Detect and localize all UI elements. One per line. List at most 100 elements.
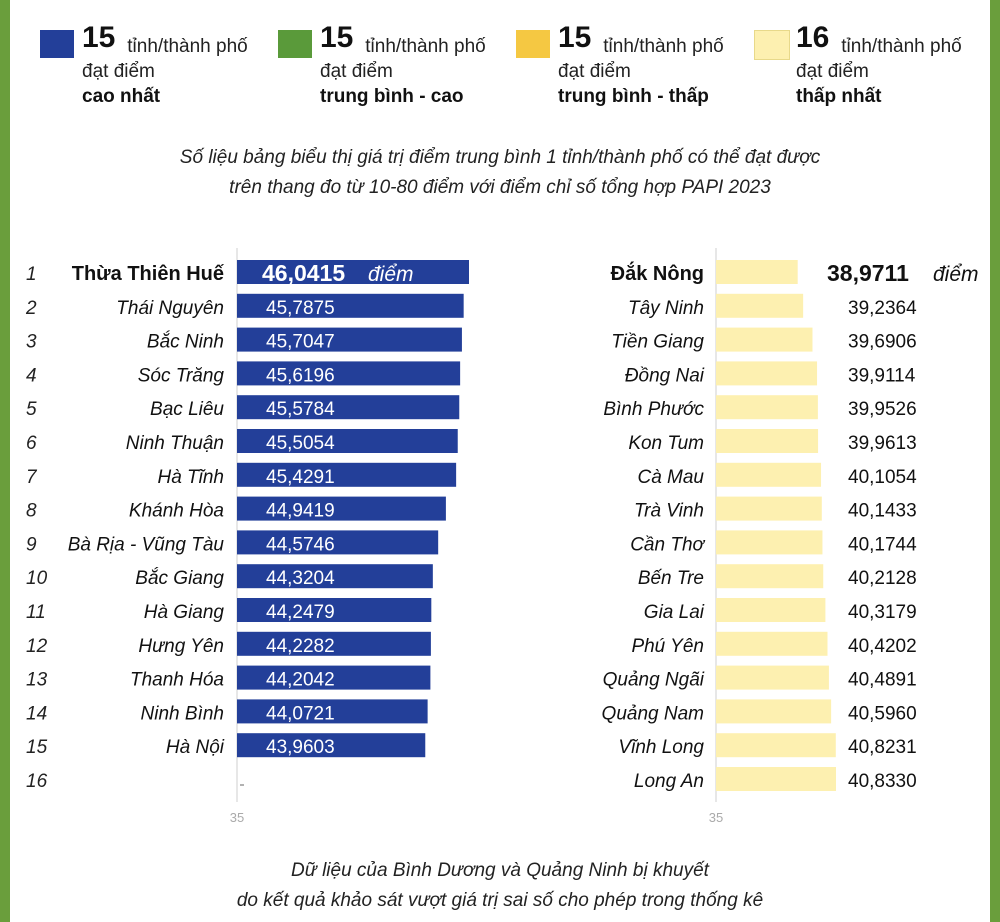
rank-label: 15 xyxy=(26,737,48,758)
chart-note: Số liệu bảng biểu thị giá trị điểm trung… xyxy=(10,143,990,203)
legend-count: 15 xyxy=(558,21,592,54)
value-label-left: 44,2042 xyxy=(266,670,335,691)
legend-text-mid-low: 15 tỉnh/thành phố đạt điểm trung bình - … xyxy=(558,23,758,109)
category-label-left: Hà Nội xyxy=(166,737,225,758)
rank-label: 10 xyxy=(26,568,48,589)
bar-right xyxy=(716,699,832,724)
value-label-right: 40,8330 xyxy=(848,771,917,792)
right-axis-tick-label: 35 xyxy=(709,810,723,825)
value-label-right: 40,1744 xyxy=(848,534,917,555)
value-label-right: 39,9114 xyxy=(848,365,916,386)
legend-text-lowest: 16 tỉnh/thành phố đạt điểm thấp nhất xyxy=(796,23,996,109)
category-label-right: Vĩnh Long xyxy=(618,737,704,758)
legend-line2: đạt điểm xyxy=(558,61,631,82)
bar-right xyxy=(716,665,829,690)
bar-right xyxy=(716,564,824,589)
bar-right xyxy=(716,598,826,622)
rank-label: 7 xyxy=(26,467,38,488)
bar-left xyxy=(237,293,464,318)
value-label-left: 46,0415 xyxy=(262,260,345,286)
legend-unit: tỉnh/thành phố xyxy=(365,36,486,57)
category-label-right: Long An xyxy=(634,771,704,792)
category-label-left: Ninh Thuận xyxy=(126,433,224,454)
category-label-right: Bến Tre xyxy=(638,568,704,589)
category-label-left: Bắc Ninh xyxy=(147,332,224,353)
legend-category: trung bình - thấp xyxy=(558,86,709,107)
bar-left xyxy=(237,665,431,690)
bar-right xyxy=(716,327,813,352)
rank-label: 6 xyxy=(26,433,37,454)
legend-line2: đạt điểm xyxy=(320,61,393,82)
value-label-left: 45,5784 xyxy=(266,399,335,420)
category-label-left: Bắc Giang xyxy=(135,568,224,589)
chart-note-line1: Số liệu bảng biểu thị giá trị điểm trung… xyxy=(179,147,821,168)
bar-right xyxy=(716,429,819,453)
category-label-right: Trà Vinh xyxy=(634,501,704,522)
category-label-left: Hà Tĩnh xyxy=(157,467,224,488)
bar-left xyxy=(237,496,446,521)
bar-right xyxy=(716,530,823,555)
category-label-left: Thái Nguyên xyxy=(116,298,224,319)
bar-left xyxy=(237,462,457,487)
bar-left xyxy=(237,361,461,386)
bar-left xyxy=(237,260,469,284)
footer-line1: Dữ liệu của Bình Dương và Quảng Ninh bị … xyxy=(291,860,709,881)
footer-note: Dữ liệu của Bình Dương và Quảng Ninh bị … xyxy=(10,856,990,916)
value-label-left: 44,3204 xyxy=(266,568,335,589)
value-label-right: 40,2128 xyxy=(848,568,917,589)
category-label-left: Khánh Hòa xyxy=(129,501,224,522)
category-label-left: Thanh Hóa xyxy=(130,670,224,691)
bar-left xyxy=(237,699,428,724)
value-label-left: 44,5746 xyxy=(266,534,335,555)
rank-label: 11 xyxy=(26,602,46,623)
bar-right xyxy=(716,293,804,318)
bar-right xyxy=(716,496,822,521)
bar-left xyxy=(237,564,433,589)
category-label-right: Tây Ninh xyxy=(628,298,704,319)
bar-left xyxy=(237,530,439,555)
chart-note-line2: trên thang đo từ 10-80 điểm với điểm chỉ… xyxy=(229,177,771,198)
bar-right xyxy=(716,395,818,420)
value-label-right: 39,2364 xyxy=(848,298,917,319)
legend-count: 15 xyxy=(82,21,116,54)
rank-label: 4 xyxy=(26,365,37,386)
bar-right xyxy=(716,462,822,487)
value-label-right: 40,4891 xyxy=(848,670,917,691)
value-label-left: 44,2282 xyxy=(266,636,335,657)
category-label-right: Quảng Ngãi xyxy=(603,670,705,691)
rank-label: 8 xyxy=(26,501,37,522)
unit-label-left: điểm xyxy=(368,263,414,286)
legend-count: 16 xyxy=(796,21,830,54)
legend-category: thấp nhất xyxy=(796,86,882,107)
legend-category: cao nhất xyxy=(82,86,161,107)
legend-text-mid-high: 15 tỉnh/thành phố đạt điểm trung bình - … xyxy=(320,23,520,109)
category-label-right: Kon Tum xyxy=(628,433,704,454)
rank-label: 9 xyxy=(26,534,37,555)
rank-label: 12 xyxy=(26,636,48,657)
category-label-left: Ninh Bình xyxy=(141,703,224,724)
value-label-right: 38,9711 xyxy=(827,260,909,286)
category-label-right: Đồng Nai xyxy=(625,365,705,386)
category-label-right: Cà Mau xyxy=(637,467,704,488)
category-label-right: Cần Thơ xyxy=(630,534,705,555)
unit-label-right: điểm xyxy=(933,263,979,286)
category-label-right: Đắk Nông xyxy=(611,261,704,285)
legend-swatch-mid-low xyxy=(516,30,550,58)
value-label-right: 39,9613 xyxy=(848,433,917,454)
value-label-left: 44,0721 xyxy=(266,703,335,724)
category-label-right: Quảng Nam xyxy=(602,703,704,724)
value-label-left: 45,4291 xyxy=(266,467,335,488)
rank-label: 3 xyxy=(26,332,37,353)
bar-right xyxy=(716,767,836,791)
category-label-left: Sóc Trăng xyxy=(138,365,225,386)
bar-left xyxy=(237,598,432,622)
category-label-left: Thừa Thiên Huế xyxy=(72,263,225,285)
value-label-right: 40,1054 xyxy=(848,467,917,488)
category-label-right: Phú Yên xyxy=(631,636,704,657)
value-label-right: 40,8231 xyxy=(848,737,917,758)
left-axis-tick-label: 35 xyxy=(230,810,244,825)
value-label-left: 45,7875 xyxy=(266,298,335,319)
legend-unit: tỉnh/thành phố xyxy=(127,36,248,57)
legend-text-highest: 15 tỉnh/thành phố đạt điểm cao nhất xyxy=(82,23,282,109)
